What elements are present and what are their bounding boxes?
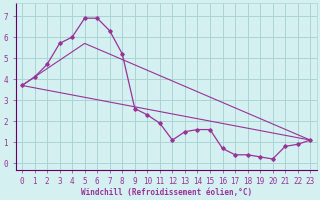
X-axis label: Windchill (Refroidissement éolien,°C): Windchill (Refroidissement éolien,°C) xyxy=(81,188,252,197)
